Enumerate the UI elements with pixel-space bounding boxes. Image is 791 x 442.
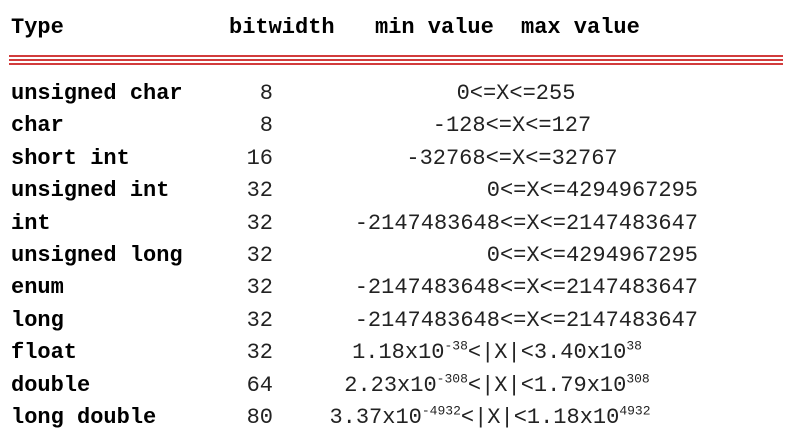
table-row: char 8 -128<=X<=127: [0, 110, 791, 142]
header-max-value: max value: [521, 15, 640, 40]
table-row: enum 32 -2147483648<=X<=2147483647: [0, 272, 791, 304]
bitwidth-value: 64: [246, 372, 273, 398]
range-lower-exponent: -308: [436, 371, 468, 387]
table-row: int 32 -2147483648<=X<=2147483647: [0, 208, 791, 240]
table-row: unsigned long 32 0<=X<=4294967295: [0, 240, 791, 272]
range-value: 0<=X<=255: [456, 81, 576, 106]
bitwidth-value: 80: [246, 404, 273, 430]
range-upper-exponent: 38: [626, 338, 642, 354]
table-row: long 32 -2147483648<=X<=2147483647: [0, 305, 791, 337]
table-row: unsigned char 8 0<=X<=255: [0, 78, 791, 110]
header-bitwidth: bitwidth: [229, 15, 335, 40]
bitwidth-value: 8: [259, 113, 273, 139]
range-middle: <|X|<3.40x10: [467, 340, 627, 366]
table-row: long double 80 3.37x10-4932<|X|<1.18x104…: [0, 402, 791, 434]
bitwidth-value: 32: [246, 307, 273, 333]
type-name: double: [11, 372, 91, 398]
type-name: unsigned int: [11, 178, 170, 204]
type-name: enum: [11, 275, 64, 301]
header-divider: [9, 55, 783, 57]
range-value: 1.18x10-38<|X|<3.40x1038: [282, 337, 698, 369]
range-value: -128<=X<=127: [432, 113, 592, 139]
range-value: -2147483648<=X<=2147483647: [354, 275, 698, 301]
table-row: unsigned int 32 0<=X<=4294967295: [0, 175, 791, 207]
range-value: -32768<=X<=32767: [406, 145, 618, 171]
header-divider: [9, 63, 783, 65]
range-value: -2147483648<=X<=2147483647: [354, 210, 698, 236]
range-value: 0<=X<=4294967295: [486, 178, 698, 204]
range-lower-mantissa: 2.23x10: [344, 372, 437, 398]
range-lower-exponent: -38: [444, 338, 468, 354]
range-upper-exponent: 308: [626, 371, 650, 387]
type-name: char: [11, 113, 64, 139]
range-lower-exponent: -4932: [421, 403, 461, 419]
range-upper-exponent: 4932: [619, 403, 651, 419]
table-body: unsigned char 8 0<=X<=255 char 8 -128<=X…: [0, 78, 791, 434]
bitwidth-value: 32: [246, 210, 273, 236]
table-row: short int 16 -32768<=X<=32767: [0, 143, 791, 175]
range-middle: <|X|<1.18x10: [460, 404, 620, 430]
type-name: float: [11, 340, 78, 366]
table-row: double 64 2.23x10-308<|X|<1.79x10308: [0, 370, 791, 402]
range-value: -2147483648<=X<=2147483647: [354, 307, 698, 333]
range-value: 0<=X<=4294967295: [486, 242, 698, 268]
table-header: Type bitwidth min value max value: [0, 14, 791, 42]
type-name: long double: [11, 404, 157, 430]
range-lower-mantissa: 3.37x10: [329, 404, 422, 430]
range-middle: <|X|<1.79x10: [467, 372, 627, 398]
bitwidth-value: 16: [246, 145, 273, 171]
bitwidth-value: 32: [246, 340, 273, 366]
header-min-value: min value: [375, 15, 494, 40]
bitwidth-value: 8: [259, 81, 273, 106]
range-value: 2.23x10-308<|X|<1.79x10308: [282, 370, 698, 402]
table-row: float 32 1.18x10-38<|X|<3.40x1038: [0, 337, 791, 369]
range-value: 3.37x10-4932<|X|<1.18x104932: [282, 402, 698, 434]
bitwidth-value: 32: [246, 178, 273, 204]
type-name: long: [11, 307, 64, 333]
header-type: Type: [11, 15, 64, 40]
type-name: unsigned long: [11, 242, 183, 268]
type-name: unsigned char: [11, 81, 183, 106]
bitwidth-value: 32: [246, 242, 273, 268]
range-lower-mantissa: 1.18x10: [352, 340, 445, 366]
header-divider: [9, 59, 783, 61]
type-name: short int: [11, 145, 130, 171]
bitwidth-value: 32: [246, 275, 273, 301]
type-name: int: [11, 210, 51, 236]
